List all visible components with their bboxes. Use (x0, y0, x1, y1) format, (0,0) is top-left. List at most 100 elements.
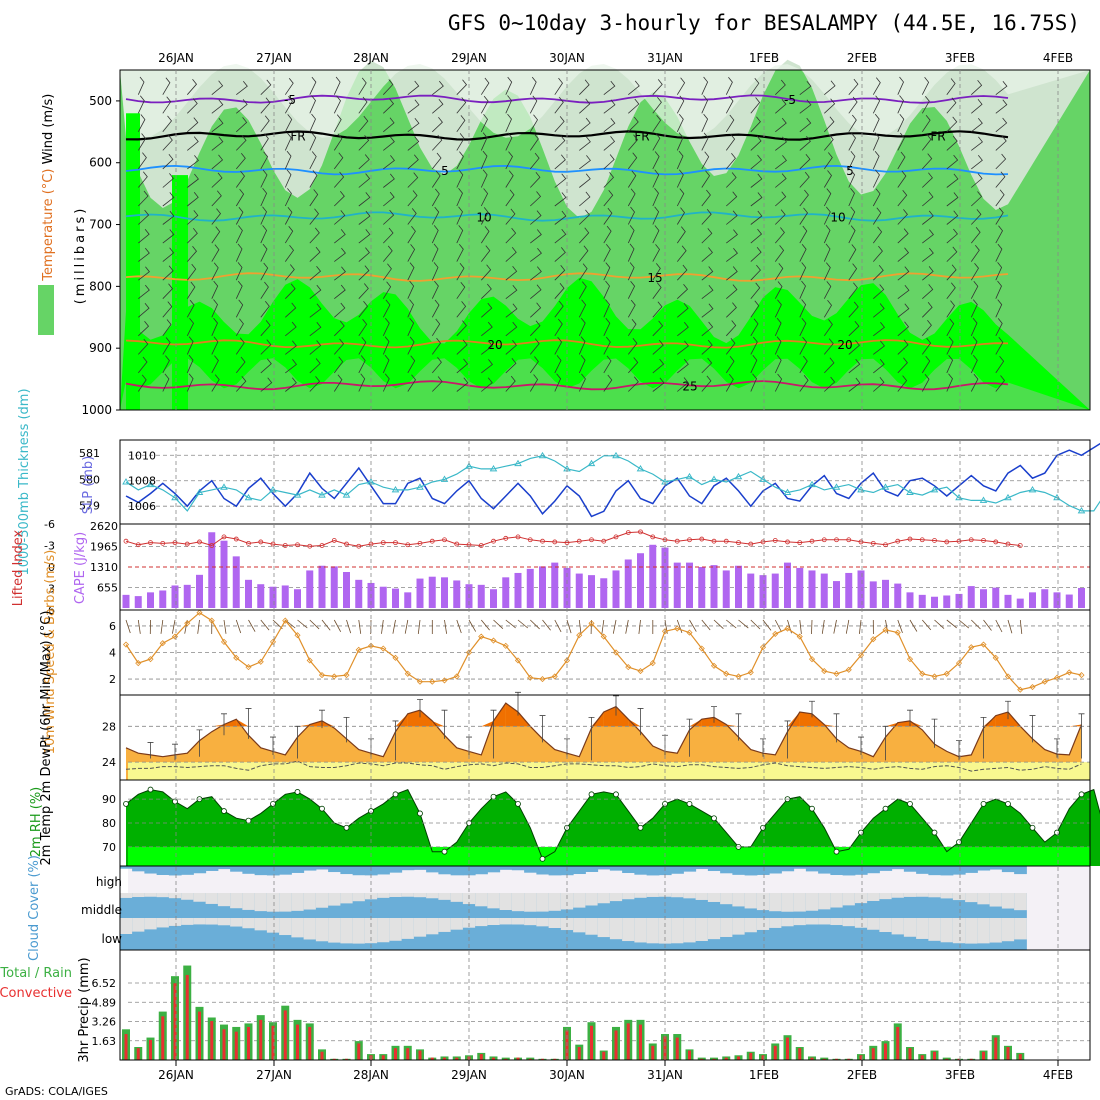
cape-bar (220, 540, 228, 608)
thickness-marker (171, 493, 179, 501)
wind-barb (529, 338, 540, 355)
cape-bar (183, 584, 191, 608)
cloud-clear-bar (450, 918, 464, 930)
rh-marker (711, 815, 717, 822)
cloud-layer-bar (830, 918, 844, 950)
wind-barb (872, 113, 880, 132)
thickness-marker (808, 480, 816, 488)
dew-band (128, 762, 1090, 780)
wind-barb (799, 262, 807, 281)
temp-hot-area (395, 713, 408, 727)
wind-barb (603, 189, 614, 207)
wind-barb (260, 97, 271, 114)
wind-barb (358, 229, 371, 244)
lifted-marker (638, 529, 643, 535)
wind-barb (726, 320, 737, 337)
wind-barb (750, 135, 762, 151)
wind-barb (456, 206, 463, 225)
wind-barb (309, 170, 318, 188)
rh-marker (931, 829, 938, 836)
wind-barb (872, 226, 883, 244)
wind-speed-marker (1078, 672, 1085, 679)
wind-speed-marker (1029, 683, 1036, 691)
bottom-day-label: 2FEB (847, 1068, 877, 1082)
cape-bar (330, 566, 338, 608)
wind-barb (505, 284, 518, 300)
cape-bar (281, 585, 289, 608)
cloud-high-bar (952, 866, 966, 875)
wind-barb (725, 356, 735, 374)
wind-barb (848, 377, 861, 392)
wind-speed-marker (710, 662, 718, 669)
cloud-clear-bar (156, 918, 170, 928)
cloud-clear-bar (940, 893, 954, 899)
wind-barb (627, 206, 635, 225)
cloud-clear-bar (732, 893, 746, 907)
cloud-high-bar (352, 866, 366, 876)
cape-bar (1078, 587, 1085, 608)
surface-wind-barb (197, 619, 200, 634)
wind-barb (652, 225, 660, 244)
wind-barb (970, 299, 978, 318)
wind-speed-marker (735, 673, 742, 680)
lifted-marker (772, 538, 778, 543)
cape-bar (894, 583, 902, 608)
cloud-high-bar (119, 866, 133, 869)
temp-hot-area (505, 703, 518, 727)
cloud-high-bar (756, 866, 770, 875)
wind-barb (701, 228, 713, 244)
lifted-marker (797, 540, 803, 546)
wind-barb (530, 210, 542, 225)
wind-barb (505, 375, 516, 392)
minmax-whisker (907, 709, 913, 727)
cape-bar (698, 567, 706, 608)
wind-barb (456, 115, 466, 133)
wind-barb (946, 354, 954, 374)
surface-wind-barb (444, 619, 447, 634)
precip-convective-bar (124, 1034, 128, 1060)
wind-barb (578, 373, 586, 392)
wind-barb (970, 244, 980, 262)
cloud-high-bar (916, 866, 929, 874)
lifted-marker (883, 542, 888, 548)
wind-barb (382, 373, 390, 392)
surface-wind-barb (480, 619, 490, 631)
wind-barb (431, 299, 440, 318)
rh-tick: 70 (102, 841, 116, 854)
wind-speed-marker (980, 641, 987, 648)
cloud-high-bar (1014, 866, 1027, 875)
cloud-clear-bar (634, 893, 648, 898)
wind-barb (579, 173, 591, 188)
wind-speed-marker (870, 636, 877, 643)
minmax-whisker (833, 713, 840, 743)
wind-barb (921, 337, 932, 355)
wind-barb (235, 337, 245, 355)
wind-barb (652, 206, 660, 225)
cloud-clear-bar (965, 918, 978, 944)
temp-ylabel: 2m Temp 2m DewPt (6hr Min/Max) (°C) (39, 611, 54, 866)
wind-barb (799, 207, 808, 225)
cloud-layer-bar (168, 893, 182, 918)
upper-frame (119, 69, 1091, 411)
wind-barb (628, 376, 639, 392)
wind-barb (137, 76, 145, 95)
cloud-clear-bar (462, 918, 476, 928)
cape-bar (588, 575, 595, 608)
wind-barb (407, 244, 416, 262)
wind-barb (309, 376, 321, 392)
surface-wind-barb (223, 619, 227, 634)
wind-barb (358, 192, 371, 207)
precip-convective-bar (149, 1039, 152, 1060)
wind-barb (260, 339, 272, 355)
wind-barb (726, 302, 737, 318)
top-day-label: 26JAN (158, 51, 194, 65)
wind-barb (578, 245, 589, 262)
cloud-layer-bar (622, 893, 635, 918)
cloud-clear-bar (193, 893, 207, 902)
wind-barb (236, 135, 247, 151)
minmax-whisker (417, 699, 423, 718)
dewpoint-line (125, 760, 1082, 772)
wind-speed-marker (588, 620, 595, 627)
wind-barb (260, 206, 267, 225)
lifted-marker (821, 537, 827, 543)
